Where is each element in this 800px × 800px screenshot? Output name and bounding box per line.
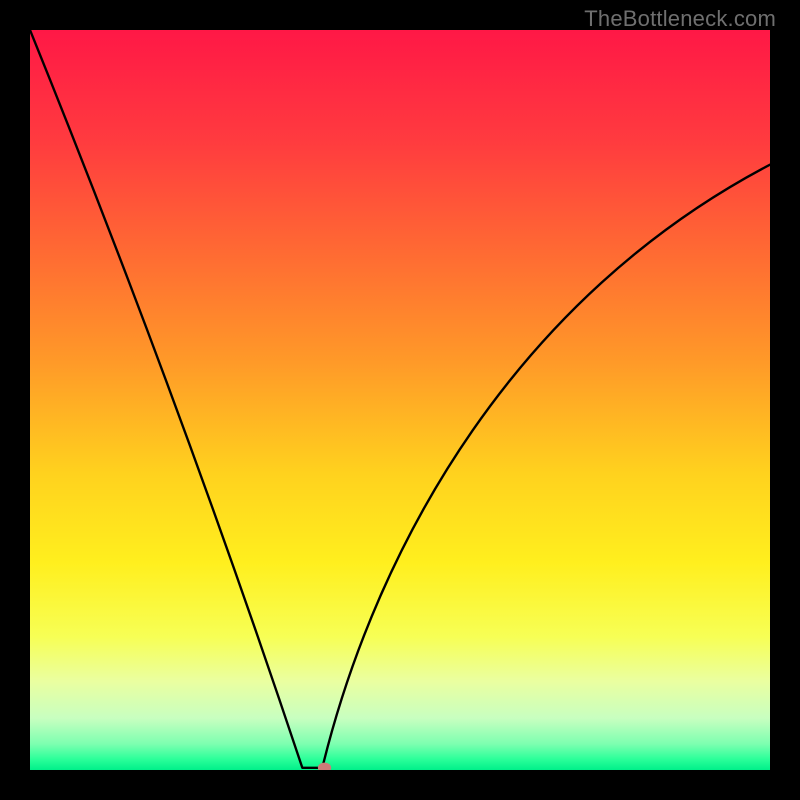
plot-area	[30, 30, 770, 770]
curve-layer	[30, 30, 770, 770]
bottleneck-curve	[30, 30, 770, 768]
chart-stage: TheBottleneck.com	[0, 0, 800, 800]
minimum-marker	[318, 763, 331, 770]
watermark-text: TheBottleneck.com	[584, 6, 776, 32]
